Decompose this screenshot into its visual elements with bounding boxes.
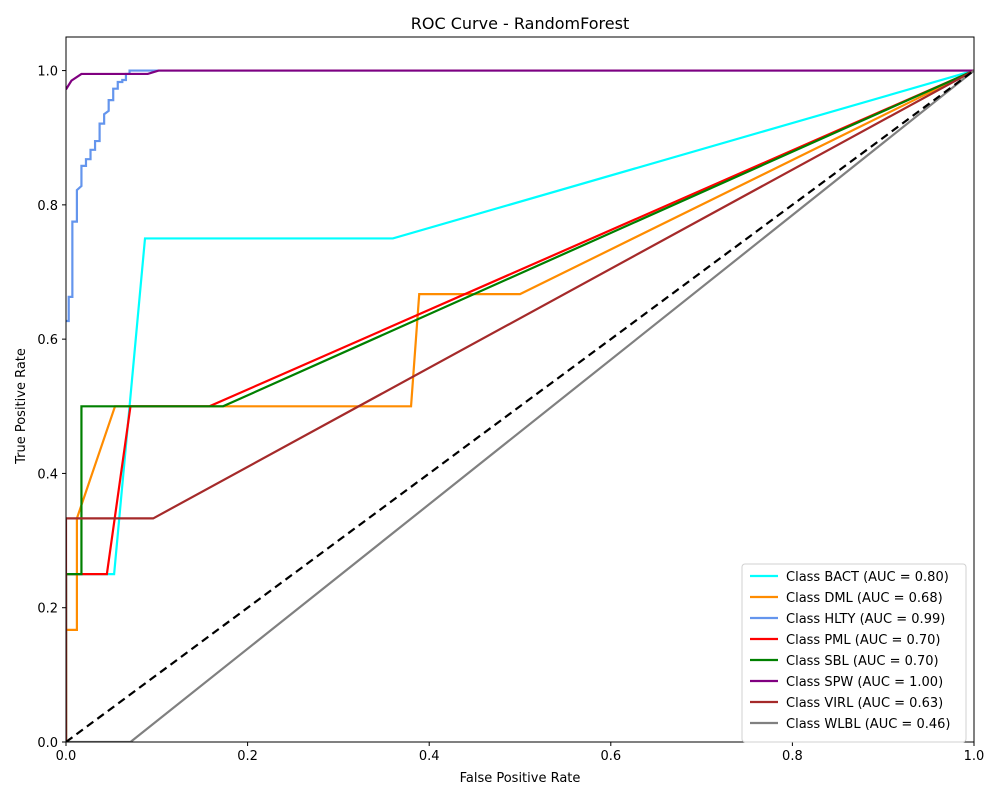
series-line-pml bbox=[66, 69, 974, 742]
legend-label-pml: Class PML (AUC = 0.70) bbox=[786, 633, 941, 648]
y-tick-label: 1.0 bbox=[37, 65, 58, 80]
y-tick-label: 0.0 bbox=[37, 736, 58, 751]
plot-area: 0.0 0.2 0.4 0.6 0.8 1.0 0.0 0.2 0.4 0.6 0.8 1.0 bbox=[37, 36, 985, 764]
x-tick-label: 0.4 bbox=[419, 749, 440, 764]
y-tick-label: 0.2 bbox=[37, 602, 58, 617]
legend-label-bact: Class BACT (AUC = 0.80) bbox=[786, 570, 949, 585]
y-tick-label: 0.6 bbox=[37, 333, 58, 348]
legend-label-wlbl: Class WLBL (AUC = 0.46) bbox=[786, 717, 950, 732]
y-tick-label: 0.8 bbox=[37, 199, 58, 214]
legend-label-hlty: Class HLTY (AUC = 0.99) bbox=[786, 612, 945, 627]
chance-diagonal-line bbox=[66, 69, 974, 742]
y-tick-label: 0.4 bbox=[37, 467, 58, 482]
x-tick-label: 0.0 bbox=[56, 749, 77, 764]
x-tick-label: 1.0 bbox=[964, 749, 985, 764]
y-axis-label: True Positive Rate bbox=[14, 348, 29, 465]
series-line-spw bbox=[66, 69, 974, 90]
x-tick-label: 0.8 bbox=[782, 749, 803, 764]
series-line-hlty bbox=[66, 69, 974, 323]
x-tick-label: 0.2 bbox=[237, 749, 258, 764]
x-tick-label: 0.6 bbox=[600, 749, 621, 764]
series-line-wlbl bbox=[66, 69, 974, 742]
legend-label-sbl: Class SBL (AUC = 0.70) bbox=[786, 654, 939, 669]
plot-frame bbox=[65, 36, 975, 743]
legend: Class BACT (AUC = 0.80) Class DML (AUC = … bbox=[741, 563, 967, 743]
legend-label-spw: Class SPW (AUC = 1.00) bbox=[786, 675, 943, 690]
x-axis-label: False Positive Rate bbox=[460, 771, 581, 786]
legend-label-virl: Class VIRL (AUC = 0.63) bbox=[786, 696, 943, 711]
series-line-sbl bbox=[66, 69, 974, 742]
series-line-virl bbox=[66, 69, 974, 742]
chart-title: ROC Curve - RandomForest bbox=[411, 14, 629, 33]
legend-label-dml: Class DML (AUC = 0.68) bbox=[786, 591, 943, 606]
legend-box bbox=[741, 563, 967, 743]
